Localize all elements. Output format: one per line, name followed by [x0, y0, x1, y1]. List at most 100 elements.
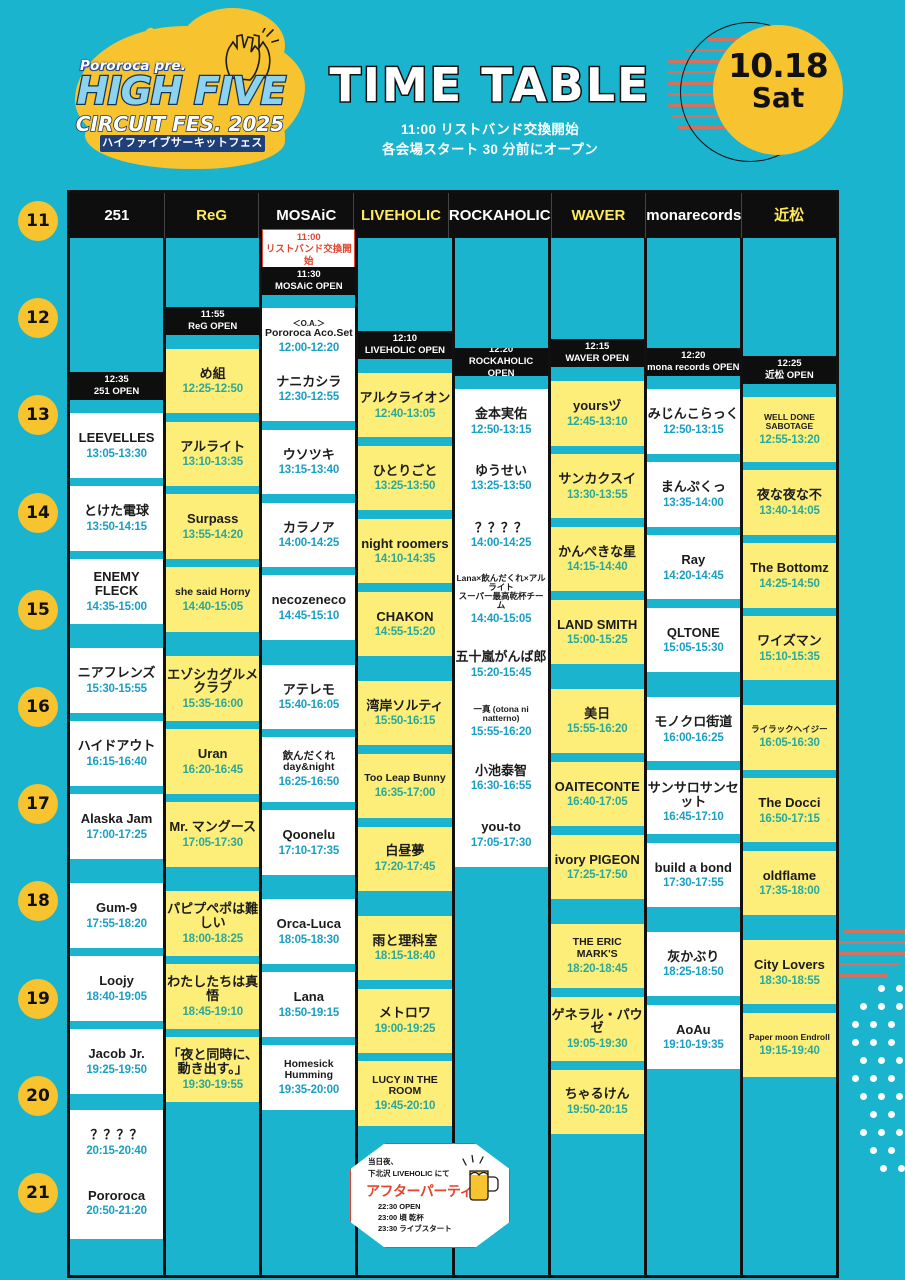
- act-slot[interactable]: アテレモ 15:40-16:05: [262, 664, 356, 730]
- act-slot[interactable]: 一真 (otona ni natterno) 15:55-16:20: [454, 688, 548, 754]
- act-slot[interactable]: ニアフレンズ 15:30-15:55: [70, 648, 164, 713]
- venue-header-7[interactable]: mona records: [646, 193, 743, 238]
- act-slot[interactable]: ちゃるけん 19:50-20:15: [550, 1069, 644, 1135]
- act-slot[interactable]: ？？？？ 20:15-20:40: [70, 1110, 164, 1175]
- time-axis: 11 12 13 14 15 16 17 18 19 20 21: [18, 190, 64, 1280]
- act-slot[interactable]: め組 12:25-12:50: [166, 348, 260, 414]
- act-slot[interactable]: you-to 17:05-17:30: [454, 802, 548, 867]
- act-slot[interactable]: Mr. マングース 17:05-17:30: [166, 802, 260, 867]
- act-slot[interactable]: Orca-Luca 18:05-18:30: [262, 899, 356, 964]
- act-time: 15:05-15:30: [663, 642, 724, 655]
- act-slot[interactable]: ワイズマン 15:10-15:35: [742, 615, 836, 681]
- act-name-line: The Bottomz: [750, 560, 829, 575]
- act-name: Pororoca Aco.Set: [264, 327, 354, 339]
- act-slot[interactable]: The Docci 16:50-17:15: [742, 777, 836, 843]
- act-slot[interactable]: 金本実佑 12:50-13:15: [454, 389, 548, 454]
- act-slot[interactable]: エゾシカグルメクラブ 15:35-16:00: [166, 656, 260, 721]
- act-slot[interactable]: とけた電球 13:50-14:15: [70, 486, 164, 551]
- act-slot[interactable]: Paper moon Endroll 19:15-19:40: [742, 1012, 836, 1078]
- venue-header-8[interactable]: 近松: [742, 193, 836, 238]
- venue-header-5[interactable]: ROCKA HOLIC: [449, 193, 552, 238]
- act-slot[interactable]: CHAKON 14:55-15:20: [358, 591, 452, 657]
- act-slot[interactable]: みじんこらっく 12:50-13:15: [646, 389, 740, 454]
- act-slot[interactable]: Too Leap Bunny 16:35-17:00: [358, 753, 452, 819]
- act-slot[interactable]: ライラックヘイジー 16:05-16:30: [742, 705, 836, 770]
- venue-header-line: records: [686, 207, 742, 224]
- act-slot[interactable]: 灰かぶり 18:25-18:50: [646, 931, 740, 997]
- act-slot[interactable]: night roomers 14:10-14:35: [358, 518, 452, 584]
- act-slot[interactable]: yoursヅ 12:45-13:10: [550, 381, 644, 446]
- act-slot[interactable]: Jacob Jr. 19:25-19:50: [70, 1029, 164, 1094]
- act-slot[interactable]: Ray 14:20-14:45: [646, 534, 740, 600]
- venue-header-4[interactable]: LIVEHOLIC: [354, 193, 449, 238]
- venue-header-2[interactable]: ReG: [165, 193, 260, 238]
- act-slot[interactable]: oldflame 17:35-18:00: [742, 850, 836, 916]
- act-slot[interactable]: ivory PIGEON 17:25-17:50: [550, 834, 644, 900]
- act-slot[interactable]: Lana×飲んだくれ×アルライト スーパー最高乾杯チーム 14:40-15:05: [454, 567, 548, 632]
- act-slot[interactable]: メトロワ 19:00-19:25: [358, 988, 452, 1054]
- act-slot[interactable]: わたしたちは真悟 18:45-19:10: [166, 964, 260, 1029]
- act-slot[interactable]: necozeneco 14:45-15:10: [262, 575, 356, 640]
- act-slot[interactable]: Gum-9 17:55-18:20: [70, 883, 164, 948]
- act-slot[interactable]: ENEMY FLECK 14:35-15:00: [70, 559, 164, 624]
- venue-header-3[interactable]: MOSAiC: [259, 193, 355, 238]
- open-label: ROCKAHOLIC OPEN: [468, 355, 534, 376]
- act-slot[interactable]: ＜O.A.＞ Pororoca Aco.Set 12:00-12:20: [262, 308, 356, 365]
- act-slot[interactable]: WELL DONE SABOTAGE 12:55-13:20: [742, 397, 836, 462]
- act-slot[interactable]: 小池泰智 16:30-16:55: [454, 745, 548, 811]
- act-slot[interactable]: Lana 18:50-19:15: [262, 972, 356, 1037]
- logo-presented-by: Pororoca pre.: [80, 58, 187, 74]
- act-slot[interactable]: 「夜と同時に、動き出す。」 19:30-19:55: [166, 1037, 260, 1102]
- act-slot[interactable]: Homesick Humming 19:35-20:00: [262, 1045, 356, 1110]
- act-slot[interactable]: OAITECONTE 16:40-17:05: [550, 761, 644, 827]
- act-slot[interactable]: ？？？？ 14:00-14:25: [454, 502, 548, 568]
- act-slot[interactable]: Uran 16:20-16:45: [166, 729, 260, 794]
- act-slot[interactable]: パピプペポは難しい 18:00-18:25: [166, 891, 260, 956]
- act-slot[interactable]: かんぺきな星 14:15-14:40: [550, 526, 644, 592]
- act-slot[interactable]: 白昼夢 17:20-17:45: [358, 826, 452, 892]
- venue-header-6[interactable]: WAVER: [552, 193, 647, 238]
- venue-header-line: WAVER: [571, 207, 626, 224]
- act-slot[interactable]: 夜な夜な不 13:40-14:05: [742, 470, 836, 535]
- act-slot[interactable]: ゲネラル・パウゼ 19:05-19:30: [550, 996, 644, 1062]
- act-slot[interactable]: The Bottomz 14:25-14:50: [742, 543, 836, 608]
- act-slot[interactable]: LAND SMITH 15:00-15:25: [550, 599, 644, 665]
- act-slot[interactable]: 飲んだくれ day&night 16:25-16:50: [262, 737, 356, 802]
- act-slot[interactable]: 美日 15:55-16:20: [550, 688, 644, 754]
- act-slot[interactable]: LUCY IN THE ROOM 19:45-20:10: [358, 1061, 452, 1126]
- act-slot[interactable]: ウソツキ 13:15-13:40: [262, 429, 356, 495]
- act-slot[interactable]: 雨と理科室 18:15-18:40: [358, 915, 452, 981]
- act-slot[interactable]: Pororoca 20:50-21:20: [70, 1166, 164, 1240]
- act-name: ナニカシラ: [275, 375, 342, 389]
- act-slot[interactable]: THE ERIC MARK'S 18:20-18:45: [550, 923, 644, 989]
- act-slot[interactable]: アルライト 13:10-13:35: [166, 421, 260, 487]
- act-slot[interactable]: カラノア 14:00-14:25: [262, 502, 356, 568]
- act-slot[interactable]: Surpass 13:55-14:20: [166, 494, 260, 559]
- act-slot[interactable]: AoAu 19:10-19:35: [646, 1004, 740, 1070]
- act-slot[interactable]: QLTONE 15:05-15:30: [646, 607, 740, 673]
- act-slot[interactable]: まんぷくっ 13:35-14:00: [646, 462, 740, 527]
- act-slot[interactable]: LEEVELLES 13:05-13:30: [70, 413, 164, 478]
- act-slot[interactable]: City Lovers 18:30-18:55: [742, 939, 836, 1005]
- open-label: MOSAiC OPEN: [275, 280, 343, 292]
- venue-open-time: 12:20 ROCKAHOLIC OPEN: [454, 347, 548, 376]
- act-slot[interactable]: ゆうせい 13:25-13:50: [454, 445, 548, 511]
- act-slot[interactable]: ナニカシラ 12:30-12:55: [262, 356, 356, 422]
- act-slot[interactable]: Alaska Jam 17:00-17:25: [70, 794, 164, 859]
- act-slot[interactable]: モノクロ街道 16:00-16:25: [646, 696, 740, 762]
- act-slot[interactable]: サンサロサンセット 16:45-17:10: [646, 769, 740, 835]
- act-slot[interactable]: build a bond 17:30-17:55: [646, 842, 740, 908]
- venue-header-1[interactable]: 251: [70, 193, 165, 238]
- act-slot[interactable]: Qoonelu 17:10-17:35: [262, 810, 356, 875]
- act-slot[interactable]: 湾岸ソルティ 15:50-16:15: [358, 680, 452, 746]
- act-slot[interactable]: サンカクスイ 13:30-13:55: [550, 453, 644, 519]
- act-slot[interactable]: Loojy 18:40-19:05: [70, 956, 164, 1021]
- act-slot[interactable]: 五十嵐がんば郎 15:20-15:45: [454, 632, 548, 697]
- act-slot[interactable]: ひとりごと 13:25-13:50: [358, 445, 452, 511]
- act-time: 14:25-14:50: [759, 577, 820, 590]
- act-slot[interactable]: ハイドアウト 16:15-16:40: [70, 721, 164, 786]
- beer-mug-icon: [462, 1155, 499, 1201]
- act-slot[interactable]: アルクライオン 12:40-13:05: [358, 372, 452, 438]
- act-slot[interactable]: she said Horny 14:40-15:05: [166, 567, 260, 632]
- after-party-schedule-line: 23:00 頃 乾杯: [378, 1213, 424, 1222]
